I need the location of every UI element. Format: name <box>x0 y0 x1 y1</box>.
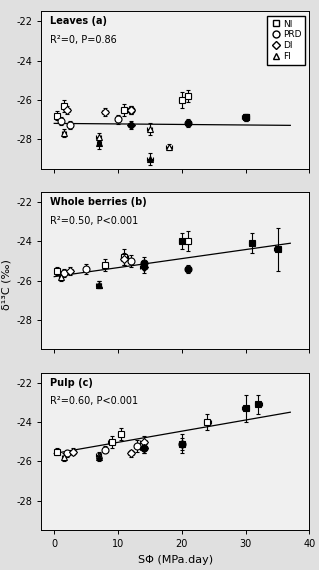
Text: R²=0.60, P<0.001: R²=0.60, P<0.001 <box>49 397 137 406</box>
Text: Whole berries (b): Whole berries (b) <box>49 197 146 207</box>
Text: R²=0.50, P<0.001: R²=0.50, P<0.001 <box>49 215 138 226</box>
Text: Pulp (c): Pulp (c) <box>49 378 93 388</box>
Text: Leaves (a): Leaves (a) <box>49 16 107 26</box>
Text: R²=0, P=0.86: R²=0, P=0.86 <box>49 35 116 45</box>
X-axis label: SΦ (MPa.day): SΦ (MPa.day) <box>138 555 213 565</box>
Text: δ¹³C (‰): δ¹³C (‰) <box>1 259 11 311</box>
Legend: NI, PRD, DI, FI: NI, PRD, DI, FI <box>267 16 305 64</box>
